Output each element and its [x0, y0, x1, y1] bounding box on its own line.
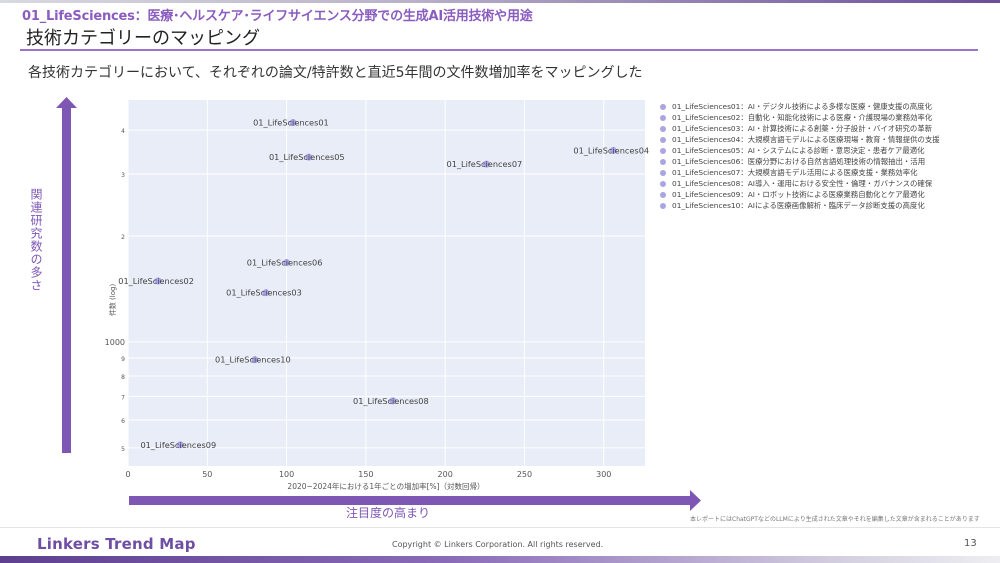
data-point-label: 01_LifeSciences07: [447, 159, 523, 169]
y-tick-label: 2: [121, 234, 125, 241]
legend-item[interactable]: 01_LifeSciences10：AIによる医療画像解析・臨床データ診断支援の…: [660, 200, 940, 211]
page-number: 13: [964, 538, 977, 549]
data-point-label: 01_LifeSciences09: [140, 440, 216, 450]
data-point-marker: [262, 289, 270, 297]
page-title: 技術カテゴリーのマッピング: [26, 28, 260, 49]
legend-marker-icon: [660, 191, 666, 198]
legend-label: 01_LifeSciences05：AI・システムによる診断・意思決定・患者ケア…: [672, 146, 925, 155]
plot-area: [128, 100, 645, 466]
horizontal-arrow-icon: [129, 490, 701, 511]
data-point-label: 01_LifeSciences04: [573, 145, 649, 155]
chart-legend: 01_LifeSciences01：AI・デジタル技術による多様な医療・健康支援…: [660, 101, 940, 211]
y-tick-label: 1000: [105, 338, 125, 347]
section-subtitle: 01_LifeSciences：医療･ヘルスケア･ライフサイエンス分野での生成A…: [22, 9, 533, 24]
top-accent-bar: [0, 0, 1000, 3]
data-point-label: 01_LifeSciences10: [215, 355, 291, 365]
y-axis-title: 件数 (log): [108, 284, 117, 317]
y-tick-label: 5: [121, 446, 125, 453]
data-points: 01_LifeSciences01 01_LifeSciences02 01_Lif…: [118, 118, 649, 450]
x-axis-title: 2020−2024年における1年ごとの増加率[%]（対数回帰）: [287, 481, 484, 491]
data-point-label: 01_LifeSciences08: [353, 396, 429, 406]
data-point-marker: [283, 259, 291, 267]
x-tick-label: 300: [596, 470, 611, 479]
legend-marker-icon: [660, 125, 666, 132]
data-point-marker: [154, 277, 162, 285]
y-tick-label: 8: [121, 374, 125, 381]
legend-item[interactable]: 01_LifeSciences02：自動化・知能化技術による医療・介護現場の業務…: [660, 112, 940, 123]
data-point-marker: [289, 119, 297, 127]
bottom-accent-bar: [0, 556, 1000, 563]
x-tick-label: 150: [358, 470, 373, 479]
y-tick-label: 3: [121, 172, 125, 179]
legend-item[interactable]: 01_LifeSciences07：大規模言語モデル活用による医療支援・業務効率…: [660, 167, 940, 178]
legend-item[interactable]: 01_LifeSciences01：AI・デジタル技術による多様な医療・健康支援…: [660, 101, 940, 112]
legend-marker-icon: [660, 158, 666, 165]
legend-label: 01_LifeSciences06：医療分野における自然言語処理技術の情報抽出・…: [672, 157, 926, 166]
y-tick-label: 4: [121, 128, 125, 135]
legend-marker-icon: [660, 114, 666, 121]
x-tick-label: 250: [517, 470, 532, 479]
legend-label: 01_LifeSciences03：AI・計算技術による創薬・分子設計・バイオ研…: [672, 124, 933, 133]
title-divider: [20, 49, 978, 51]
data-point-label: 01_LifeSciences02: [118, 276, 194, 286]
data-point-marker: [482, 160, 490, 168]
data-point-marker: [176, 441, 184, 449]
x-tick-label: 0: [125, 470, 130, 479]
legend-label: 01_LifeSciences02：自動化・知能化技術による医療・介護現場の業務…: [672, 113, 933, 122]
legend-item[interactable]: 01_LifeSciences03：AI・計算技術による創薬・分子設計・バイオ研…: [660, 123, 940, 134]
brand-logo: Linkers Trend Map: [37, 535, 196, 553]
legend-marker-icon: [660, 202, 666, 209]
data-point-label: 01_LifeSciences06: [247, 258, 323, 268]
legend-label: 01_LifeSciences09：AI・ロボット技術による医療業務自動化とケア…: [672, 190, 925, 199]
legend-label: 01_LifeSciences01：AI・デジタル技術による多様な医療・健康支援…: [672, 102, 932, 111]
copyright-text: Copyright © Linkers Corporation. All rig…: [392, 540, 604, 549]
legend-item[interactable]: 01_LifeSciences06：医療分野における自然言語処理技術の情報抽出・…: [660, 156, 940, 167]
legend-marker-icon: [660, 180, 666, 187]
legend-item[interactable]: 01_LifeSciences08：AI導入・運用における安全性・倫理・ガバナン…: [660, 178, 940, 189]
data-point-marker: [251, 356, 259, 364]
x-tick-label: 100: [279, 470, 294, 479]
data-point-marker: [305, 153, 313, 161]
legend-item[interactable]: 01_LifeSciences09：AI・ロボット技術による医療業務自動化とケア…: [660, 189, 940, 200]
data-point-marker: [389, 397, 397, 405]
data-point-label: 01_LifeSciences05: [269, 152, 345, 162]
y-tick-label: 9: [121, 356, 125, 363]
x-tick-label: 50: [202, 470, 212, 479]
vertical-axis-annotation: 関連研究数の多さ: [29, 188, 43, 292]
legend-item[interactable]: 01_LifeSciences05：AI・システムによる診断・意思決定・患者ケア…: [660, 145, 940, 156]
legend-marker-icon: [660, 136, 666, 143]
vertical-arrow-icon: [56, 97, 77, 453]
legend-label: 01_LifeSciences10：AIによる医療画像解析・臨床データ診断支援の…: [672, 201, 925, 210]
llm-disclaimer: 本レポートにはChatGPTなどのLLMにより生成された文章やそれを編集した文章…: [690, 516, 980, 523]
data-point-marker: [609, 146, 617, 154]
legend-item[interactable]: 01_LifeSciences04：大規模言語モデルによる医療現場・教育・情報提…: [660, 134, 940, 145]
y-tick-label: 7: [121, 394, 125, 401]
data-point-label: 01_LifeSciences01: [253, 118, 329, 128]
gridlines: [127, 100, 645, 466]
y-tick-label: 6: [121, 418, 125, 425]
plot-background: [128, 100, 645, 466]
legend-label: 01_LifeSciences08：AI導入・運用における安全性・倫理・ガバナン…: [672, 179, 933, 188]
data-point-label: 01_LifeSciences03: [226, 288, 302, 298]
page-description: 各技術カテゴリーにおいて、それぞれの論文/特許数と直近5年間の文件数増加率をマッ…: [28, 65, 643, 81]
legend-label: 01_LifeSciences04：大規模言語モデルによる医療現場・教育・情報提…: [672, 135, 940, 144]
legend-label: 01_LifeSciences07：大規模言語モデル活用による医療支援・業務効率…: [672, 168, 918, 177]
legend-marker-icon: [660, 147, 666, 154]
horizontal-axis-annotation: 注目度の高まり: [346, 506, 431, 520]
x-tick-label: 200: [438, 470, 453, 479]
y-axis-ticks: 5 6 7 8 9 1000 2 3 4: [105, 128, 126, 453]
legend-marker-icon: [660, 169, 666, 176]
x-axis-ticks: 0 50 100 150 200 250 300: [125, 470, 611, 479]
footer-divider: [0, 527, 1000, 528]
legend-marker-icon: [660, 103, 666, 110]
